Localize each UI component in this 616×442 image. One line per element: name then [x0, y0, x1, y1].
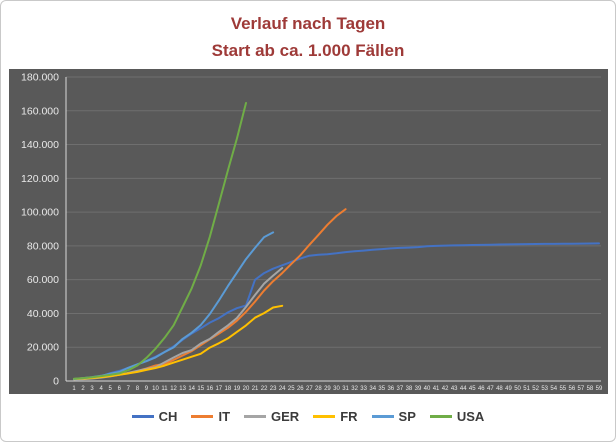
legend-label-fr: FR: [340, 408, 358, 424]
x-axis-label: 4: [99, 386, 103, 392]
x-axis-label: 37: [397, 386, 404, 392]
x-axis-label: 59: [596, 386, 603, 392]
x-axis-label: 14: [188, 386, 195, 392]
x-axis-label: 21: [252, 386, 259, 392]
x-axis-label: 26: [297, 386, 304, 392]
x-axis-label: 27: [306, 386, 313, 392]
x-axis-label: 41: [433, 386, 440, 392]
y-axis-label: 40.000: [27, 308, 59, 320]
x-axis-label: 56: [569, 386, 576, 392]
x-axis-label: 44: [460, 386, 467, 392]
x-axis-label: 54: [550, 386, 557, 392]
x-axis-label: 19: [234, 386, 241, 392]
legend-item-ger: GER: [244, 409, 299, 424]
x-axis-label: 10: [152, 386, 159, 392]
x-axis-label: 29: [324, 386, 331, 392]
x-axis-label: 15: [197, 386, 204, 392]
legend-marker-usa: [429, 414, 452, 418]
x-axis-label: 9: [145, 386, 149, 392]
legend-marker-ch: [131, 414, 154, 418]
x-axis-label: 12: [170, 386, 177, 392]
y-axis-label: 120.000: [21, 173, 59, 185]
chart-title-line1: Verlauf nach Tagen: [230, 14, 386, 33]
chart-title: Verlauf nach Tagen Start ab ca. 1.000 Fä…: [1, 10, 615, 64]
y-axis-label: 160.000: [21, 105, 59, 117]
x-axis-label: 55: [559, 386, 566, 392]
legend-marker-fr: [313, 414, 336, 418]
legend-marker-it: [191, 414, 214, 418]
x-axis-label: 11: [161, 386, 168, 392]
x-axis-label: 46: [478, 386, 485, 392]
x-axis-label: 24: [279, 386, 286, 392]
x-axis-label: 47: [487, 386, 494, 392]
x-axis-label: 49: [505, 386, 512, 392]
x-axis-label: 30: [333, 386, 340, 392]
x-axis-label: 16: [206, 386, 213, 392]
y-axis-label: 180.000: [21, 72, 59, 84]
chart-title-line2: Start ab ca. 1.000 Fällen: [211, 41, 405, 60]
x-axis-label: 33: [360, 386, 367, 392]
x-axis-label: 32: [351, 386, 358, 392]
x-axis-label: 40: [424, 386, 431, 392]
x-axis-label: 8: [136, 386, 140, 392]
x-axis-label: 18: [225, 386, 232, 392]
x-axis-label: 34: [369, 386, 376, 392]
x-axis-label: 25: [288, 386, 295, 392]
y-axis-label: 100.000: [21, 207, 59, 219]
x-axis-label: 51: [523, 386, 530, 392]
legend-item-ch: CH: [131, 408, 178, 424]
x-axis-label: 52: [532, 386, 539, 392]
x-axis-label: 53: [541, 386, 548, 392]
legend-label-it: IT: [218, 408, 231, 424]
x-axis-label: 22: [261, 386, 268, 392]
y-axis-label: 140.000: [21, 139, 59, 151]
x-axis-label: 45: [469, 386, 476, 392]
x-axis-label: 57: [578, 386, 585, 392]
legend-item-fr: FR: [313, 408, 358, 424]
y-axis-label: 60.000: [27, 274, 59, 286]
legend-label-ch: CH: [158, 408, 178, 424]
legend-item-it: IT: [191, 409, 230, 424]
x-axis-label: 20: [243, 386, 250, 392]
x-axis-label: 50: [514, 386, 521, 392]
series-line-fr: [73, 304, 284, 381]
y-axis-label: 80.000: [27, 240, 59, 252]
legend-marker-ger: [244, 414, 267, 418]
legend: CH IT GER FR SP USA: [1, 404, 615, 428]
x-axis-label: 13: [179, 386, 186, 392]
legend-item-sp: SP: [371, 408, 416, 424]
x-axis-label: 1: [72, 386, 76, 392]
legend-label-ger: GER: [271, 408, 300, 424]
legend-label-usa: USA: [456, 408, 485, 424]
x-axis-label: 3: [90, 386, 94, 392]
x-axis-label: 23: [270, 386, 277, 392]
y-axis-label: 0: [53, 376, 59, 388]
x-axis-label: 48: [496, 386, 503, 392]
x-axis-label: 7: [127, 386, 131, 392]
x-axis-label: 6: [118, 386, 122, 392]
x-axis-label: 28: [315, 386, 322, 392]
x-axis-label: 31: [342, 386, 349, 392]
x-axis-label: 39: [415, 386, 422, 392]
x-axis-label: 2: [81, 386, 85, 392]
x-axis-label: 5: [109, 386, 113, 392]
x-axis-label: 17: [215, 386, 222, 392]
series-line-ger: [73, 267, 284, 381]
x-axis-label: 38: [406, 386, 413, 392]
legend-marker-sp: [371, 414, 394, 418]
x-axis-label: 58: [587, 386, 594, 392]
legend-label-sp: SP: [398, 408, 416, 424]
x-axis-label: 43: [451, 386, 458, 392]
x-axis-label: 35: [378, 386, 385, 392]
x-axis-label: 36: [387, 386, 394, 392]
series-line-usa: [73, 102, 247, 380]
legend-item-usa: USA: [429, 408, 485, 424]
plot-area: 0 20.000 40.000 60.000 80.000 100.000 120.000 1…: [9, 69, 608, 394]
y-axis-label: 20.000: [27, 342, 59, 354]
plot-svg: 0 20.000 40.000 60.000 80.000 100.000 120.000 1…: [21, 72, 603, 393]
x-axis-label: 42: [442, 386, 449, 392]
